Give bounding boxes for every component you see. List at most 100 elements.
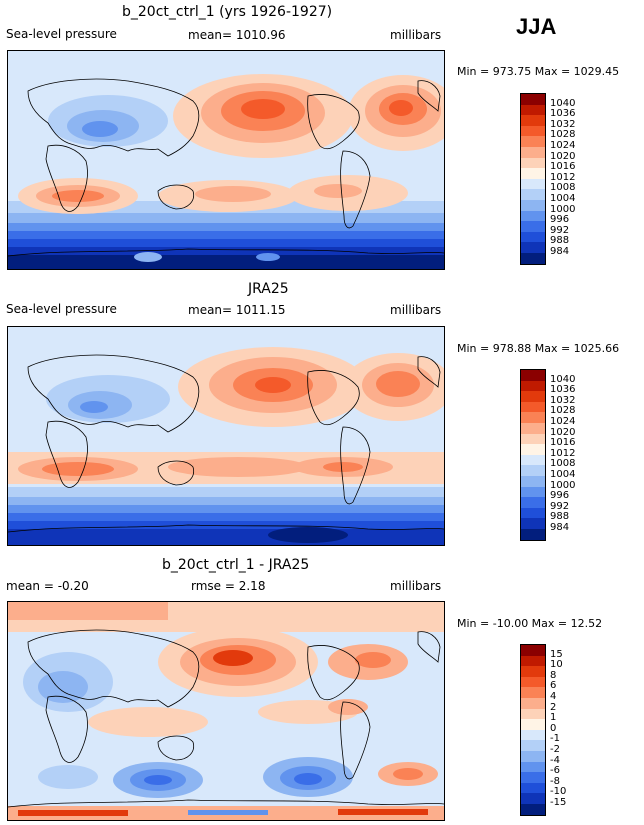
colorbar-tick-label: -8 xyxy=(550,775,560,787)
colorbar-swatch xyxy=(521,242,545,253)
colorbar-tick-label: 1016 xyxy=(550,437,576,449)
colorbar-swatch xyxy=(521,687,545,698)
minmax-label: Min = -10.00 Max = 12.52 xyxy=(457,617,603,630)
colorbar-swatch xyxy=(521,178,545,190)
colorbar-swatch xyxy=(521,136,545,147)
colorbar-tick-label: -1 xyxy=(550,733,560,745)
colorbar-swatch xyxy=(521,146,545,158)
colorbar-swatch xyxy=(521,772,545,783)
colorbar-tick-label: 1028 xyxy=(550,129,576,141)
slp-map-model xyxy=(7,50,445,270)
colorbar-swatch xyxy=(521,782,545,794)
mean-label: mean= 1010.96 xyxy=(188,28,286,42)
colorbar-tick-label: 984 xyxy=(550,522,570,533)
colorbar-tick-label: 1008 xyxy=(550,458,576,470)
colorbar-swatch xyxy=(521,719,545,730)
colorbar-swatch xyxy=(521,676,545,688)
colorbar-swatch xyxy=(521,740,545,751)
colorbar-swatch xyxy=(521,486,545,498)
colorbar-tick-label: -15 xyxy=(550,797,567,808)
variable-label: Sea-level pressure xyxy=(6,27,117,41)
colorbar-swatch xyxy=(521,465,545,476)
colorbar-swatch xyxy=(521,666,545,677)
colorbar-swatch xyxy=(521,412,545,423)
units-label: millibars xyxy=(390,303,442,317)
colorbar-swatch xyxy=(521,199,545,211)
colorbar-swatch xyxy=(521,370,545,381)
panel-title: b_20ct_ctrl_1 - JRA25 xyxy=(162,557,310,573)
colorbar-swatch xyxy=(521,518,545,529)
colorbar-tick-label: 1000 xyxy=(550,203,576,215)
colorbar-tick-label: 1040 xyxy=(550,373,576,385)
colorbar-tick-label: 1012 xyxy=(550,447,576,459)
colorbar-swatch xyxy=(521,94,545,105)
colorbar-swatch xyxy=(521,401,545,413)
minmax-label: Min = 978.88 Max = 1025.66 xyxy=(457,342,620,355)
colorbar-swatch xyxy=(521,252,545,264)
colorbar-swatch xyxy=(521,157,545,169)
colorbar-diff xyxy=(520,644,546,816)
colorbar-tick-label: 1 xyxy=(550,712,557,724)
season-label: JJA xyxy=(516,14,557,39)
colorbar-tick-label: 1032 xyxy=(550,394,576,406)
colorbar-swatch xyxy=(521,380,545,392)
colorbar-swatch xyxy=(521,454,545,466)
colorbar-swatch xyxy=(521,168,545,179)
colorbar-tick-label: 1008 xyxy=(550,182,576,194)
colorbar-tick-label: 4 xyxy=(550,691,557,702)
colorbar-tick-label: 0 xyxy=(550,722,557,734)
colorbar-swatch xyxy=(521,761,545,773)
colorbar-tick-label: 988 xyxy=(550,511,570,523)
colorbar-tick-label: 1024 xyxy=(550,416,576,427)
colorbar-swatch xyxy=(521,507,545,519)
colorbar-swatch xyxy=(521,497,545,508)
colorbar-swatch xyxy=(521,433,545,445)
colorbar-obs xyxy=(520,369,546,541)
rmse-label: rmse = 2.18 xyxy=(191,579,266,593)
colorbar-swatch xyxy=(521,793,545,804)
colorbar-tick-label: 984 xyxy=(550,246,570,257)
colorbar-tick-label: 15 xyxy=(550,648,563,660)
colorbar-swatch xyxy=(521,104,545,116)
colorbar-swatch xyxy=(521,189,545,200)
colorbar-swatch xyxy=(521,125,545,137)
colorbar-swatch xyxy=(521,528,545,540)
colorbar-tick-label: -10 xyxy=(550,786,567,798)
colorbar-swatch xyxy=(521,645,545,656)
slp-diff-map xyxy=(7,601,445,821)
slp-map-obs xyxy=(7,326,445,546)
colorbar-swatch xyxy=(521,422,545,434)
colorbar-tick-label: 1004 xyxy=(550,193,576,204)
colorbar-swatch xyxy=(521,475,545,487)
colorbar-swatch xyxy=(521,655,545,667)
panel-title: JRA25 xyxy=(248,281,289,297)
colorbar-swatch xyxy=(521,391,545,402)
mean-label: mean= 1011.15 xyxy=(188,303,286,317)
units-label: millibars xyxy=(390,28,442,42)
mean-label: mean = -0.20 xyxy=(6,579,89,593)
colorbar-tick-label: 1004 xyxy=(550,469,576,480)
colorbar-tick-label: 1036 xyxy=(550,384,576,396)
colorbar-swatch xyxy=(521,221,545,232)
colorbar-tick-label: 1028 xyxy=(550,405,576,417)
colorbar-tick-label: 1000 xyxy=(550,479,576,491)
colorbar-tick-label: 1032 xyxy=(550,118,576,130)
colorbar-tick-label: 992 xyxy=(550,500,570,512)
colorbar-tick-label: -2 xyxy=(550,744,560,755)
colorbar-tick-label: 988 xyxy=(550,235,570,247)
colorbar-swatch xyxy=(521,115,545,126)
colorbar-tick-label: 6 xyxy=(550,680,557,692)
colorbar-model xyxy=(520,93,546,265)
colorbar-tick-label: 996 xyxy=(550,490,570,502)
colorbar-tick-label: 8 xyxy=(550,669,557,681)
colorbar-tick-label: 1020 xyxy=(550,426,576,438)
colorbar-tick-label: 2 xyxy=(550,701,557,713)
colorbar-tick-label: 1040 xyxy=(550,97,576,109)
colorbar-tick-label: -4 xyxy=(550,754,560,766)
panel-title: b_20ct_ctrl_1 (yrs 1926-1927) xyxy=(122,4,333,20)
minmax-label: Min = 973.75 Max = 1029.45 xyxy=(457,65,620,78)
colorbar-tick-label: -6 xyxy=(550,765,560,777)
colorbar-swatch xyxy=(521,444,545,455)
colorbar-tick-label: 1024 xyxy=(550,140,576,151)
colorbar-swatch xyxy=(521,210,545,222)
